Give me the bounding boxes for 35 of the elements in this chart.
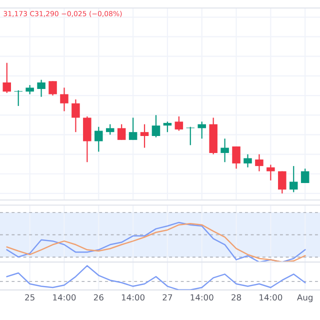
- candlestick: [266, 164, 275, 181]
- candlestick: [289, 165, 298, 193]
- candlestick: [255, 154, 264, 172]
- candlestick: [106, 124, 114, 136]
- candlestick: [220, 138, 229, 163]
- candlestick: [117, 124, 126, 140]
- candlestick: [37, 79, 46, 98]
- candlestick: [94, 126, 103, 152]
- x-tick-label: 14:00: [122, 294, 144, 301]
- candlestick: [83, 116, 92, 163]
- candlestick: [140, 124, 149, 148]
- candlestick: [163, 121, 172, 133]
- candlestick: [244, 154, 252, 168]
- candlestick: [48, 80, 57, 96]
- candlestick: [128, 117, 138, 140]
- candlestick: [232, 146, 240, 170]
- x-tick-label: 26: [94, 294, 104, 301]
- candlestick: [2, 62, 12, 94]
- x-tick-label: 14:00: [53, 294, 76, 301]
- x-tick-label: 28: [232, 294, 242, 301]
- candlestick: [186, 126, 195, 146]
- x-tick-label: Aug: [297, 294, 312, 302]
- x-tick-label: 27: [162, 294, 172, 300]
- candlestick: [60, 87, 68, 112]
- x-tick-label: 25: [25, 294, 34, 301]
- candlestick: [300, 168, 310, 184]
- x-tick-label: 14:00: [190, 294, 214, 301]
- candlestick: [26, 84, 34, 95]
- candlestick: [72, 98, 80, 133]
- candlestick: [14, 90, 22, 107]
- candlestick: [278, 170, 286, 194]
- candlestick: [198, 121, 206, 140]
- candlestick: [174, 116, 184, 132]
- x-tick-label: 14:00: [260, 294, 282, 301]
- candlestick: [152, 114, 160, 138]
